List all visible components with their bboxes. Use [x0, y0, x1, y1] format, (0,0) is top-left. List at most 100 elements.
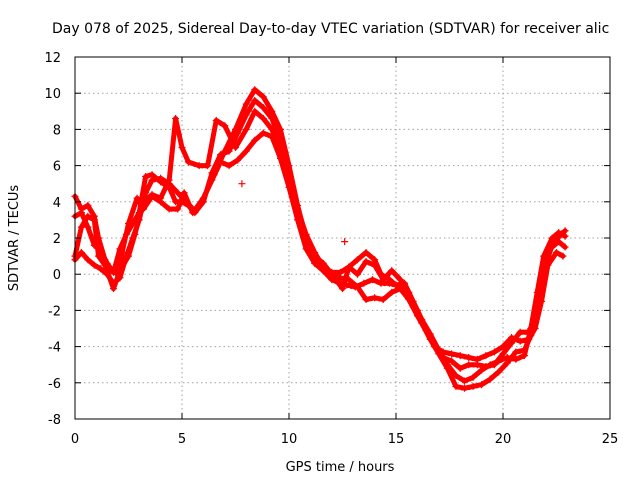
series-line-shadow [74, 101, 566, 372]
data-point-marker [97, 265, 105, 273]
data-point-marker [103, 259, 111, 267]
data-point-marker [516, 328, 524, 336]
data-point-marker [392, 281, 400, 289]
data-point-marker [520, 346, 528, 354]
data-point-marker [512, 348, 520, 356]
y-tick-label: -4 [48, 341, 61, 356]
data-point-marker [221, 122, 229, 130]
data-point-marker [116, 274, 124, 282]
data-point-marker [431, 341, 439, 349]
data-point-marker [448, 350, 456, 358]
data-point-marker [473, 361, 481, 369]
data-point-marker [559, 252, 567, 260]
axis-ticks: 0 5 10 15 20 25 -8 -6 -4 -2 0 2 4 6 8 10 12 [44, 51, 618, 447]
data-point-marker [388, 288, 396, 296]
data-point-marker [362, 296, 370, 304]
data-point-marker [490, 361, 498, 369]
data-point-marker [448, 357, 456, 365]
data-point-marker [486, 375, 494, 383]
data-point-marker [548, 234, 556, 242]
data-point-marker [204, 162, 212, 170]
data-point-marker [90, 216, 98, 224]
data-point-marker [503, 359, 511, 367]
y-tick-label: 2 [53, 232, 61, 247]
data-point-marker [122, 252, 130, 260]
data-point-marker [268, 107, 276, 115]
x-axis-label: GPS time / hours [286, 460, 395, 475]
data-point-marker [172, 115, 180, 123]
data-point-marker [452, 372, 460, 380]
data-point-marker [110, 279, 118, 287]
data-point-marker [460, 377, 468, 385]
data-point-marker [251, 107, 259, 115]
data-point-marker [379, 296, 387, 304]
data-point-marker [135, 209, 143, 217]
data-point-marker [490, 348, 498, 356]
data-point-marker [225, 162, 233, 170]
data-point-marker [319, 263, 327, 271]
data-point-marker [439, 353, 447, 361]
data-point-marker [268, 115, 276, 123]
y-tick-label: 6 [53, 160, 61, 175]
data-point-marker [386, 279, 394, 287]
data-point-marker [353, 256, 361, 264]
data-point-marker [251, 86, 259, 94]
data-point-marker [360, 279, 368, 287]
data-point-marker [465, 353, 473, 361]
data-point-marker [103, 270, 111, 278]
data-point-marker [84, 256, 92, 264]
series-track-d [71, 96, 569, 372]
data-point-marker [184, 158, 192, 166]
data-point-marker [212, 116, 220, 124]
data-point-marker [174, 189, 182, 197]
data-point-marker [336, 268, 344, 276]
data-point-marker [242, 125, 250, 133]
x-tick-label: 15 [388, 432, 405, 447]
y-tick-label: 8 [53, 123, 61, 138]
data-point-marker [285, 169, 293, 177]
data-point-marker [460, 384, 468, 392]
series-line-shadow [74, 134, 564, 363]
data-point-marker [90, 241, 98, 249]
data-point-marker [77, 248, 85, 256]
data-point-marker [242, 100, 250, 108]
data-point-marker [302, 245, 310, 253]
data-point-marker [180, 189, 188, 197]
data-point-marker [495, 368, 503, 376]
data-point-marker [165, 183, 173, 191]
data-point-marker [482, 363, 490, 371]
data-point-marker [362, 248, 370, 256]
y-tick-label: 10 [44, 87, 61, 102]
data-point-marker [199, 198, 207, 206]
data-point-marker [512, 355, 520, 363]
data-point-marker [302, 230, 310, 238]
data-point-marker [368, 276, 376, 284]
data-point-marker [362, 258, 370, 266]
data-point-marker [482, 352, 490, 360]
chart-title: Day 078 of 2025, Sidereal Day-to-day VTE… [52, 21, 609, 37]
data-point-marker [345, 263, 353, 271]
data-point-marker [178, 144, 186, 151]
y-tick-label: 12 [44, 51, 61, 66]
data-point-marker [174, 205, 182, 213]
data-point-marker [561, 243, 569, 251]
data-point-marker [242, 111, 250, 119]
data-point-marker [217, 151, 225, 159]
data-point-marker [184, 201, 192, 209]
data-point-marker [259, 93, 267, 101]
data-point-marker [379, 276, 387, 284]
y-tick-label: 4 [53, 196, 61, 211]
data-point-marker [251, 96, 259, 104]
data-point-marker [77, 209, 85, 217]
data-point-marker [294, 205, 302, 213]
data-point-marker [478, 381, 486, 389]
data-point-marker [548, 241, 556, 249]
data-point-marker [516, 337, 524, 345]
data-point-marker [452, 382, 460, 390]
data-point-marker [456, 352, 464, 360]
data-point-marker [97, 247, 105, 255]
data-point-marker [251, 136, 259, 144]
data-point-marker [178, 198, 186, 206]
data-point-marker [499, 343, 507, 351]
